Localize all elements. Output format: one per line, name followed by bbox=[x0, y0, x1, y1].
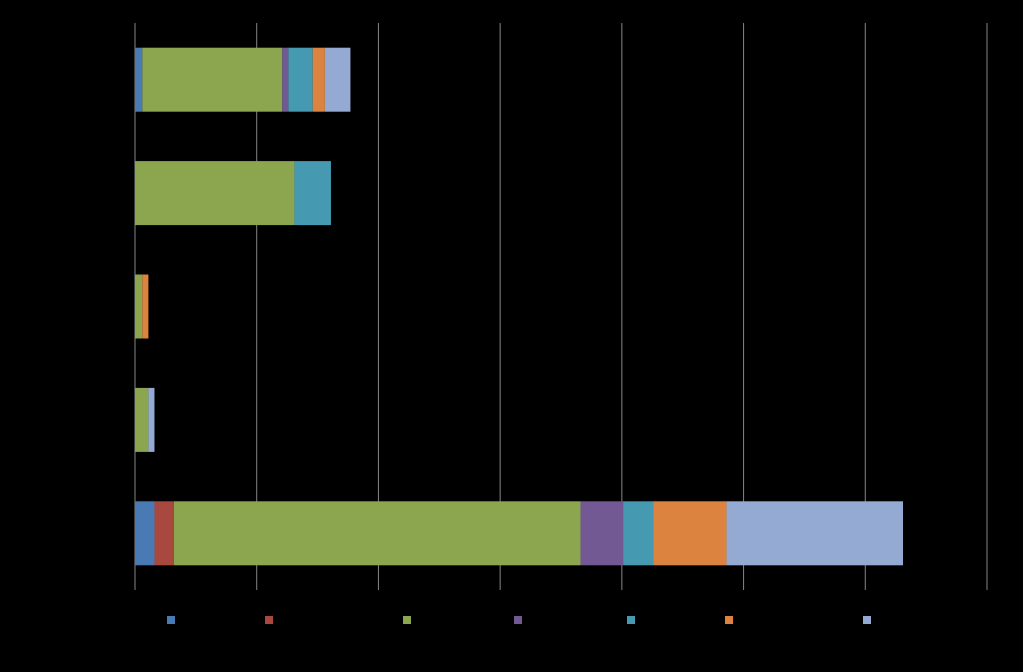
bar-segment bbox=[623, 501, 654, 566]
legend-marker bbox=[514, 616, 522, 624]
bar-segment bbox=[142, 274, 149, 339]
legend-marker bbox=[167, 616, 175, 624]
legend-marker bbox=[403, 616, 411, 624]
bar-segment bbox=[142, 47, 283, 112]
legend-marker bbox=[627, 616, 635, 624]
legend-marker bbox=[725, 616, 733, 624]
bar-segment bbox=[135, 161, 295, 226]
bar-segment bbox=[135, 47, 143, 112]
bar-segment bbox=[324, 47, 351, 112]
bar-segment bbox=[653, 501, 727, 566]
bar-segment bbox=[580, 501, 624, 566]
bar-segment bbox=[135, 501, 155, 566]
bar-segment bbox=[135, 387, 149, 452]
bar-segment bbox=[288, 47, 313, 112]
bar-segment bbox=[294, 161, 331, 226]
bar-segment bbox=[148, 387, 155, 452]
bar-segment bbox=[726, 501, 904, 566]
bar-segment bbox=[312, 47, 325, 112]
bar-segment bbox=[173, 501, 581, 566]
bar-segment bbox=[154, 501, 174, 566]
legend-marker bbox=[265, 616, 273, 624]
bar-segment bbox=[282, 47, 289, 112]
bar-segment bbox=[135, 274, 143, 339]
legend-marker bbox=[863, 616, 871, 624]
